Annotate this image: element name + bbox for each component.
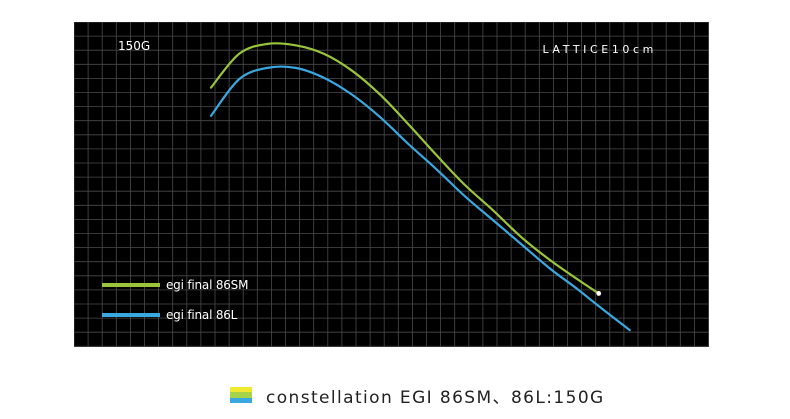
legend-item-86sm: egi final 86SM xyxy=(102,277,248,293)
caption-text: constellation EGI 86SM、86L:150G xyxy=(266,387,605,408)
legend: egi final 86SM egi final 86L xyxy=(102,277,248,337)
legend-swatch-86sm xyxy=(102,283,160,287)
color-bar-yellow xyxy=(230,387,252,393)
color-bar-green xyxy=(230,392,252,398)
weight-label: 150G xyxy=(118,39,151,53)
legend-swatch-86l xyxy=(102,313,160,317)
caption: constellation EGI 86SM、86L:150G xyxy=(230,384,605,408)
color-bar-blue xyxy=(230,397,252,403)
legend-label-86sm: egi final 86SM xyxy=(166,278,249,292)
chart-svg xyxy=(74,22,709,347)
tip-marker-point xyxy=(596,291,602,296)
series-layer xyxy=(209,42,631,332)
color-bars-icon xyxy=(230,387,252,403)
series-line-86sm xyxy=(209,42,600,295)
marker-layer xyxy=(596,291,602,296)
rod-bend-chart: 150G LATTICE10cm egi final 86SM egi fina… xyxy=(74,22,709,347)
lattice-label: LATTICE10cm xyxy=(542,43,657,56)
legend-label-86l: egi final 86L xyxy=(166,308,238,322)
legend-item-86l: egi final 86L xyxy=(102,307,248,323)
series-line-86l xyxy=(209,65,631,332)
